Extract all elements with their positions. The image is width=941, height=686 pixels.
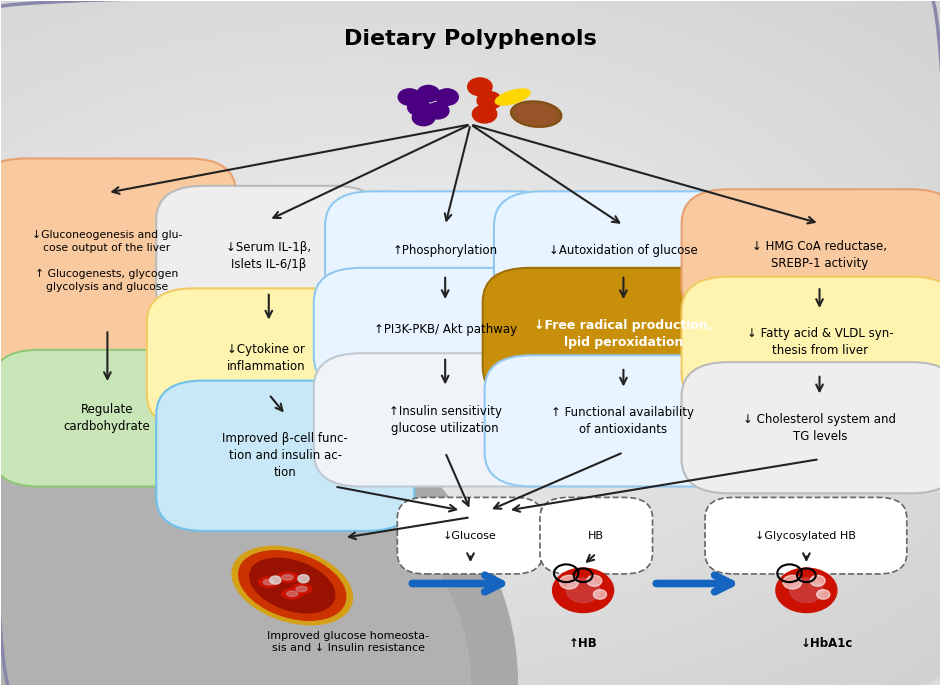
Text: Improved glucose homeosta-
sis and ↓ Insulin resistance: Improved glucose homeosta- sis and ↓ Ins… <box>267 631 430 653</box>
Ellipse shape <box>329 314 386 345</box>
Ellipse shape <box>76 170 639 488</box>
Circle shape <box>468 78 492 95</box>
Ellipse shape <box>259 577 279 587</box>
Circle shape <box>472 105 497 123</box>
Circle shape <box>412 109 435 126</box>
Ellipse shape <box>189 234 527 425</box>
FancyBboxPatch shape <box>0 350 222 486</box>
Ellipse shape <box>0 10 921 648</box>
Ellipse shape <box>0 0 941 664</box>
Circle shape <box>810 576 825 587</box>
FancyBboxPatch shape <box>156 186 381 326</box>
Wedge shape <box>1 309 518 685</box>
Ellipse shape <box>232 546 352 625</box>
Text: ↑Insulin sensitivity
glucose utilization: ↑Insulin sensitivity glucose utilization <box>389 405 502 435</box>
Ellipse shape <box>302 298 414 362</box>
Ellipse shape <box>0 74 808 584</box>
FancyBboxPatch shape <box>0 158 236 364</box>
Ellipse shape <box>48 154 667 505</box>
FancyBboxPatch shape <box>147 288 386 428</box>
Text: ↑ Functional availability
of antioxidants: ↑ Functional availability of antioxidant… <box>551 406 694 436</box>
Circle shape <box>594 590 607 599</box>
Ellipse shape <box>104 186 612 473</box>
Ellipse shape <box>495 89 530 105</box>
Ellipse shape <box>552 568 614 613</box>
Ellipse shape <box>274 281 442 377</box>
FancyBboxPatch shape <box>681 189 941 320</box>
Circle shape <box>270 576 281 584</box>
Ellipse shape <box>566 578 599 602</box>
Circle shape <box>407 99 430 115</box>
FancyBboxPatch shape <box>681 276 941 408</box>
Text: ↓Free radical production,
lpid peroxidation: ↓Free radical production, lpid peroxidat… <box>534 320 712 349</box>
FancyBboxPatch shape <box>705 497 907 574</box>
Text: ↓ Fatty acid & VLDL syn-
thesis from liver: ↓ Fatty acid & VLDL syn- thesis from liv… <box>746 327 893 357</box>
Circle shape <box>477 91 502 109</box>
Text: HB: HB <box>588 531 604 541</box>
Circle shape <box>426 102 449 119</box>
Ellipse shape <box>292 584 311 594</box>
Ellipse shape <box>0 27 893 632</box>
FancyBboxPatch shape <box>397 497 543 574</box>
Circle shape <box>398 89 421 105</box>
Circle shape <box>817 590 830 599</box>
Text: ↓Autoxidation of glucose: ↓Autoxidation of glucose <box>549 244 697 257</box>
Ellipse shape <box>516 104 557 124</box>
Circle shape <box>298 575 310 583</box>
Circle shape <box>417 86 439 102</box>
Text: Improved β-cell func-
tion and insulin ac-
tion: Improved β-cell func- tion and insulin a… <box>222 432 348 480</box>
Text: Regulate
cardbohydrate: Regulate cardbohydrate <box>64 403 151 433</box>
Ellipse shape <box>282 575 294 580</box>
Ellipse shape <box>161 217 555 441</box>
FancyBboxPatch shape <box>156 381 414 531</box>
Ellipse shape <box>246 265 470 393</box>
Ellipse shape <box>278 572 298 582</box>
Text: ↑HB: ↑HB <box>568 637 598 650</box>
Text: ↓Gluconeogenesis and glu-
cose output of the liver

↑ Glucogenests, glycogen
gly: ↓Gluconeogenesis and glu- cose output of… <box>32 230 183 292</box>
Ellipse shape <box>776 568 837 613</box>
Text: ↓Glucose: ↓Glucose <box>443 531 497 541</box>
Circle shape <box>436 89 458 105</box>
FancyBboxPatch shape <box>681 362 941 493</box>
Ellipse shape <box>789 578 823 602</box>
Ellipse shape <box>133 202 583 457</box>
FancyBboxPatch shape <box>494 191 752 309</box>
Text: ↓ Cholesterol system and
TG levels: ↓ Cholesterol system and TG levels <box>743 413 897 442</box>
Ellipse shape <box>0 58 837 600</box>
Text: ↓Serum IL-1β,
Islets IL-6/1β: ↓Serum IL-1β, Islets IL-6/1β <box>226 241 311 271</box>
Ellipse shape <box>0 90 780 569</box>
Ellipse shape <box>0 377 470 686</box>
Ellipse shape <box>0 106 752 552</box>
Circle shape <box>783 576 802 589</box>
FancyBboxPatch shape <box>540 497 652 574</box>
FancyBboxPatch shape <box>325 191 565 309</box>
Circle shape <box>560 576 579 589</box>
Text: ↑Phosphorylation: ↑Phosphorylation <box>392 244 497 257</box>
Text: ↓ HMG CoA reductase,
SREBP-1 activity: ↓ HMG CoA reductase, SREBP-1 activity <box>753 240 887 270</box>
FancyBboxPatch shape <box>483 268 764 401</box>
Ellipse shape <box>239 551 345 620</box>
Ellipse shape <box>287 591 298 596</box>
Ellipse shape <box>263 580 275 585</box>
Circle shape <box>587 576 602 587</box>
Text: ↓Glycosylated HB: ↓Glycosylated HB <box>756 531 856 541</box>
Text: ↑PI3K-PKB/ Akt pathway: ↑PI3K-PKB/ Akt pathway <box>374 323 517 336</box>
Ellipse shape <box>0 122 724 536</box>
Ellipse shape <box>20 138 695 521</box>
Text: ↓HbA1c: ↓HbA1c <box>801 637 853 650</box>
Text: Dietary Polyphenols: Dietary Polyphenols <box>344 29 597 49</box>
Ellipse shape <box>511 101 562 128</box>
Text: ↓Cytokine or
inflammation: ↓Cytokine or inflammation <box>227 344 306 373</box>
FancyBboxPatch shape <box>313 353 577 486</box>
Ellipse shape <box>249 558 335 613</box>
FancyBboxPatch shape <box>485 355 761 486</box>
Ellipse shape <box>217 250 499 409</box>
